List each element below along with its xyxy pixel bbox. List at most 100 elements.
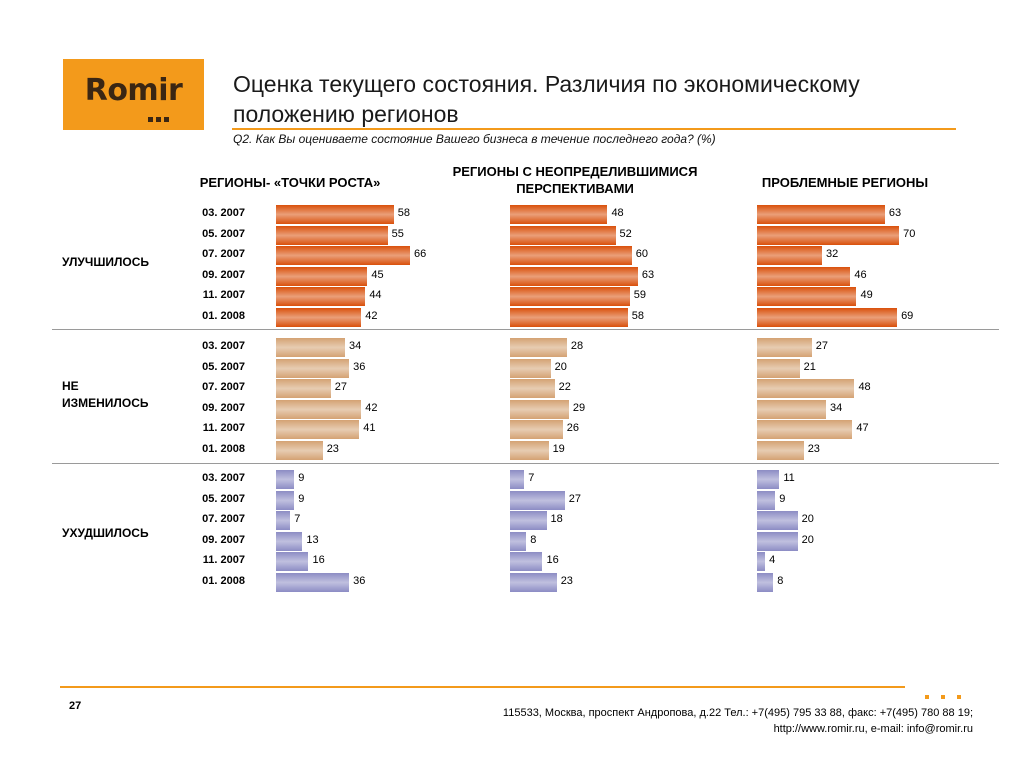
period-label: 03. 2007 — [202, 207, 245, 219]
bar-value-label: 52 — [619, 227, 632, 240]
survey-question: Q2. Как Вы оцениваете состояние Вашего б… — [233, 132, 716, 146]
bar — [757, 490, 776, 510]
bar-value-label: 66 — [413, 248, 427, 260]
bar-value-label: 41 — [363, 422, 376, 434]
bar — [276, 470, 295, 489]
bar-value-label: 9 — [779, 492, 786, 505]
address-line: 115533, Москва, проспект Андропова, д.22… — [502, 707, 973, 719]
period-label: 05. 2007 — [202, 227, 245, 240]
bar — [510, 379, 555, 398]
bar-value-label: 34 — [830, 401, 843, 414]
bar — [276, 440, 323, 460]
logo-text: Romir — [84, 73, 183, 108]
bar — [757, 399, 827, 419]
period-label: 01. 2008 — [202, 442, 245, 455]
bar — [757, 470, 780, 489]
period-label: 05. 2007 — [202, 360, 245, 373]
bar-value-label: 16 — [546, 554, 559, 566]
bar — [276, 490, 295, 510]
footer-dots — [925, 686, 973, 704]
bar — [510, 266, 638, 286]
bar-value-label: 36 — [353, 360, 366, 373]
bar — [276, 338, 346, 357]
bar-value-label: 55 — [391, 227, 404, 240]
bar — [510, 358, 551, 378]
bar — [510, 511, 547, 530]
romir-logo: Romir — [63, 59, 204, 130]
period-label: 09. 2007 — [202, 533, 245, 546]
bar — [510, 552, 543, 571]
bar-value-label: 63 — [888, 207, 902, 219]
bar-value-label: 42 — [365, 401, 378, 414]
bar — [510, 399, 569, 419]
bar — [757, 338, 812, 357]
period-label: 01. 2008 — [202, 309, 245, 322]
bar-value-label: 19 — [552, 442, 565, 455]
bar-value-label: 20 — [801, 513, 814, 525]
bar-value-label: 9 — [298, 472, 305, 484]
title-divider — [232, 128, 956, 130]
bar — [510, 246, 632, 265]
period-label: 07. 2007 — [202, 381, 245, 393]
period-label: 01. 2008 — [202, 574, 245, 587]
bar — [510, 531, 527, 551]
bar-value-label: 63 — [641, 268, 655, 281]
bar — [276, 531, 303, 551]
bar-value-label: 27 — [568, 492, 582, 505]
bar — [757, 246, 822, 265]
bar — [510, 205, 608, 224]
period-label: 11. 2007 — [202, 554, 245, 566]
period-label: 11. 2007 — [202, 289, 245, 301]
bar — [510, 420, 563, 439]
bar — [757, 440, 804, 460]
bar-value-label: 20 — [801, 533, 814, 546]
bar — [510, 572, 557, 592]
bar-value-label: 29 — [572, 401, 586, 414]
bar — [757, 358, 800, 378]
bar — [276, 572, 350, 592]
section-divider — [52, 463, 999, 464]
bar-value-label: 70 — [903, 227, 916, 240]
bar-value-label: 22 — [558, 381, 571, 393]
column-header-uncertain-regions: РЕГИОНЫ С НЕОПРЕДЕЛИВШИМИСЯ ПЕРСПЕКТИВАМ… — [452, 164, 698, 196]
bar-value-label: 8 — [777, 574, 784, 587]
bar-value-label: 48 — [611, 207, 624, 219]
bar — [276, 399, 362, 419]
bar-value-label: 58 — [631, 309, 644, 322]
bar-value-label: 32 — [825, 248, 839, 260]
bar — [510, 225, 616, 245]
bar-value-label: 58 — [397, 207, 410, 219]
bar — [276, 246, 410, 265]
bar-value-label: 13 — [306, 533, 319, 546]
bar — [510, 307, 628, 327]
bar-value-label: 4 — [769, 554, 776, 566]
bar — [510, 287, 630, 306]
bar — [276, 225, 388, 245]
period-label: 03. 2007 — [202, 472, 245, 484]
bar — [757, 511, 798, 530]
bar-value-label: 27 — [334, 381, 348, 393]
bar — [757, 531, 798, 551]
bar-value-label: 28 — [570, 340, 584, 352]
period-label: 07. 2007 — [202, 248, 245, 260]
bar-value-label: 45 — [371, 268, 384, 281]
bar — [276, 511, 291, 530]
bar — [276, 205, 394, 224]
bar-value-label: 9 — [298, 492, 305, 505]
bar-value-label: 34 — [349, 340, 362, 352]
section-divider — [52, 329, 999, 330]
bar — [276, 307, 362, 327]
bar — [757, 307, 898, 327]
bar-value-label: 36 — [353, 574, 366, 587]
page-title: Оценка текущего состояния. Различия по э… — [233, 71, 860, 127]
period-label: 11. 2007 — [202, 422, 245, 434]
bar-value-label: 49 — [860, 289, 873, 301]
bar-value-label: 20 — [554, 360, 567, 373]
bar-value-label: 59 — [633, 289, 647, 301]
period-label: 07. 2007 — [202, 513, 245, 525]
bar — [276, 266, 368, 286]
bar-value-label: 44 — [369, 289, 382, 301]
bar — [276, 379, 331, 398]
bar-value-label: 23 — [560, 574, 573, 587]
bar-value-label: 8 — [530, 533, 537, 546]
